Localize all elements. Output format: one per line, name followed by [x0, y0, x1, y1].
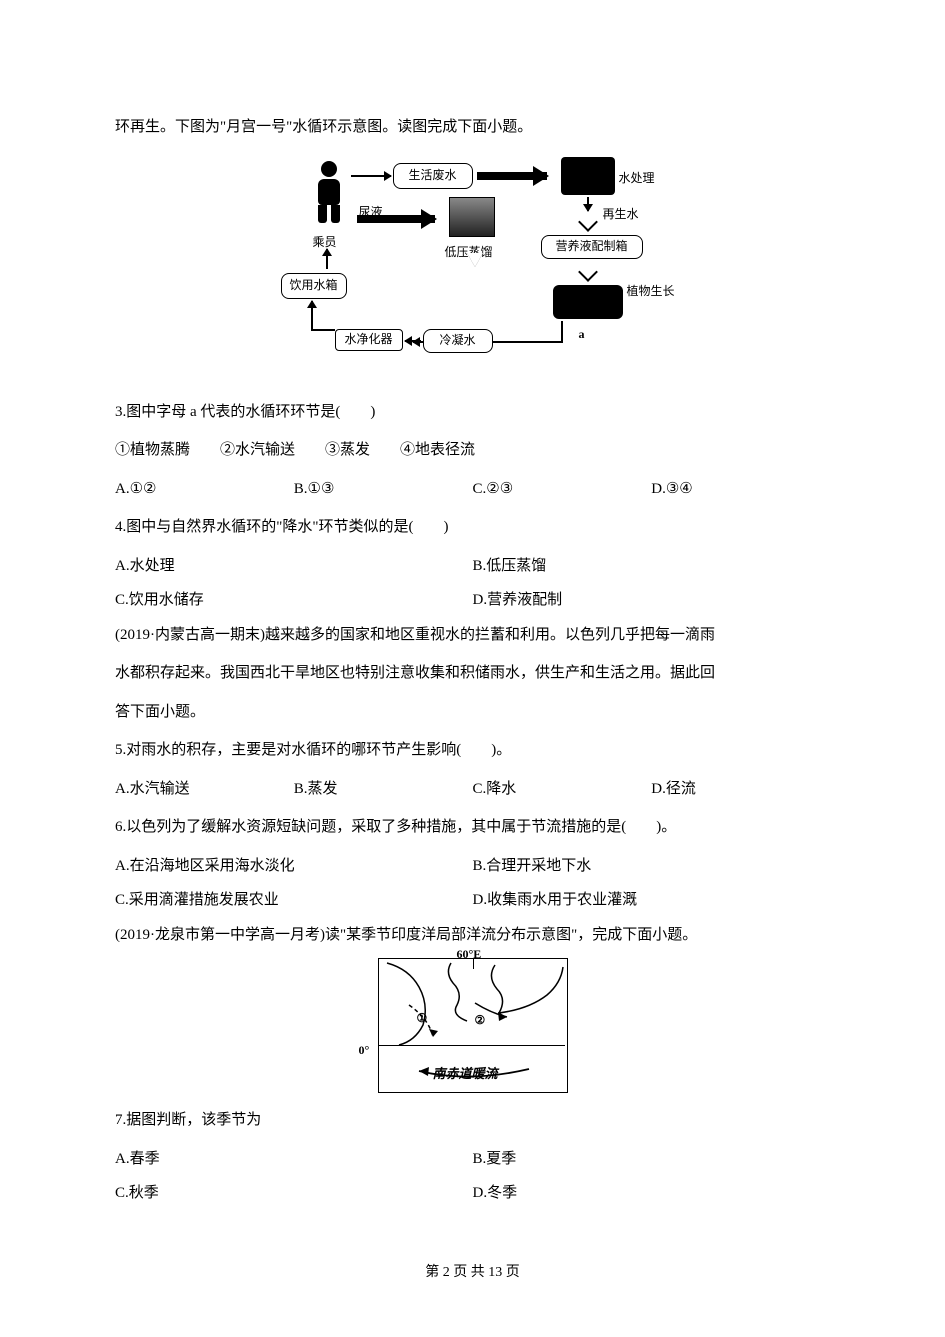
c2-label: ② — [475, 1007, 486, 1035]
south-eq-label: 南赤道暖流 — [433, 1059, 498, 1089]
p2-l2: 水都积存起来。我国西北干旱地区也特别注意收集和积储雨水，供生产和生活之用。据此回 — [115, 656, 830, 691]
purifier-label: 水净化器 — [344, 326, 392, 354]
q5-stem: 5.对雨水的积存，主要是对水循环的哪环节产生影响( )。 — [115, 733, 830, 768]
arrow-urine — [357, 215, 435, 223]
line-a-down — [561, 321, 563, 343]
q6-D[interactable]: D.收集雨水用于农业灌溉 — [473, 883, 831, 918]
q7-A[interactable]: A.春季 — [115, 1142, 473, 1177]
plant-blob — [553, 285, 623, 319]
a-label: a — [579, 321, 585, 349]
q3-B[interactable]: B.①③ — [294, 472, 473, 507]
condensate-label: 冷凝水 — [439, 327, 475, 355]
q4-row2: C.饮用水储存 D.营养液配制 — [115, 583, 830, 618]
arrow-to-purifier — [405, 340, 421, 342]
q4-stem: 4.图中与自然界水循环的"降水"环节类似的是( ) — [115, 510, 830, 545]
recycled-label: 再生水 — [603, 201, 639, 229]
q4-A[interactable]: A.水处理 — [115, 549, 473, 584]
diagram1-container: 乘员 生活废水 水处理 再生水 尿液 低压蒸馏 营养液配制箱 植物生长 a 冷凝… — [115, 157, 830, 377]
crew-icon — [311, 161, 347, 225]
p2-l3: 答下面小题。 — [115, 695, 830, 730]
q7-row2: C.秋季 D.冬季 — [115, 1176, 830, 1211]
q7-row1: A.春季 B.夏季 — [115, 1142, 830, 1177]
drinkbox: 饮用水箱 — [281, 273, 347, 299]
q3-D[interactable]: D.③④ — [651, 472, 830, 507]
p2-l1: (2019·内蒙古高一期末)越来越多的国家和地区重视水的拦蓄和利用。以色列几乎把… — [115, 618, 830, 653]
intro-line: 环再生。下图为"月宫一号"水循环示意图。读图完成下面小题。 — [115, 110, 830, 145]
arrow-treat-down — [587, 197, 589, 211]
wastewater-box: 生活废水 — [393, 163, 473, 189]
nutrient-label: 营养液配制箱 — [555, 233, 627, 261]
line-purifier-drink — [311, 329, 335, 331]
q6-stem: 6.以色列为了缓解水资源短缺问题，采取了多种措施，其中属于节流措施的是( )。 — [115, 810, 830, 845]
treatment-label: 水处理 — [619, 165, 655, 193]
hollow-arrow-1 — [578, 212, 598, 232]
distill-img — [449, 197, 495, 237]
q7-D[interactable]: D.冬季 — [473, 1176, 831, 1211]
q7-stem: 7.据图判断，该季节为 — [115, 1103, 830, 1138]
q5-options: A.水汽输送 B.蒸发 C.降水 D.径流 — [115, 772, 830, 807]
q3-C[interactable]: C.②③ — [473, 472, 652, 507]
q6-A[interactable]: A.在沿海地区采用海水淡化 — [115, 849, 473, 884]
q7-B[interactable]: B.夏季 — [473, 1142, 831, 1177]
q6-row1: A.在沿海地区采用海水淡化 B.合理开采地下水 — [115, 849, 830, 884]
arrow-into-drink — [311, 301, 313, 302]
q6-row2: C.采用滴灌措施发展农业 D.收集雨水用于农业灌溉 — [115, 883, 830, 918]
q3-sub: ①植物蒸腾 ②水汽输送 ③蒸发 ④地表径流 — [115, 433, 830, 468]
q4-C[interactable]: C.饮用水储存 — [115, 583, 473, 618]
hollow-arrow-2 — [578, 262, 598, 282]
condensate-box: 冷凝水 — [423, 329, 493, 353]
q5-C[interactable]: C.降水 — [473, 772, 652, 807]
wastewater-label: 生活废水 — [408, 162, 456, 190]
nutrient-box: 营养液配制箱 — [541, 235, 643, 259]
tri — [467, 253, 483, 267]
q7-C[interactable]: C.秋季 — [115, 1176, 473, 1211]
arrow-to-treatment — [477, 172, 547, 180]
ocean-current-map: 60°E 0° ① ② 南赤道暖流 — [378, 958, 568, 1093]
c1-label: ① — [417, 1005, 428, 1033]
q6-C[interactable]: C.采用滴灌措施发展农业 — [115, 883, 473, 918]
arrow-crew — [326, 249, 328, 269]
diagram2-container: 60°E 0° ① ② 南赤道暖流 — [115, 958, 830, 1093]
q5-B[interactable]: B.蒸发 — [294, 772, 473, 807]
q3-A[interactable]: A.①② — [115, 472, 294, 507]
q6-B[interactable]: B.合理开采地下水 — [473, 849, 831, 884]
plant-label: 植物生长 — [627, 285, 675, 298]
drinkbox-label: 饮用水箱 — [289, 272, 337, 300]
q3-options: A.①② B.①③ C.②③ D.③④ — [115, 472, 830, 507]
q4-row1: A.水处理 B.低压蒸馏 — [115, 549, 830, 584]
purifier-box: 水净化器 — [335, 329, 403, 351]
q4-D[interactable]: D.营养液配制 — [473, 583, 831, 618]
q3-stem: 3.图中字母 a 代表的水循环环节是( ) — [115, 395, 830, 430]
q5-A[interactable]: A.水汽输送 — [115, 772, 294, 807]
treatment-blob — [561, 157, 615, 195]
lat-label: 0° — [359, 1037, 370, 1065]
q5-D[interactable]: D.径流 — [651, 772, 830, 807]
q4-B[interactable]: B.低压蒸馏 — [473, 549, 831, 584]
arrow-to-wastewater — [351, 175, 391, 177]
water-cycle-diagram: 乘员 生活废水 水处理 再生水 尿液 低压蒸馏 营养液配制箱 植物生长 a 冷凝… — [263, 157, 683, 377]
page-footer: 第 2 页 共 13 页 — [0, 1257, 945, 1289]
